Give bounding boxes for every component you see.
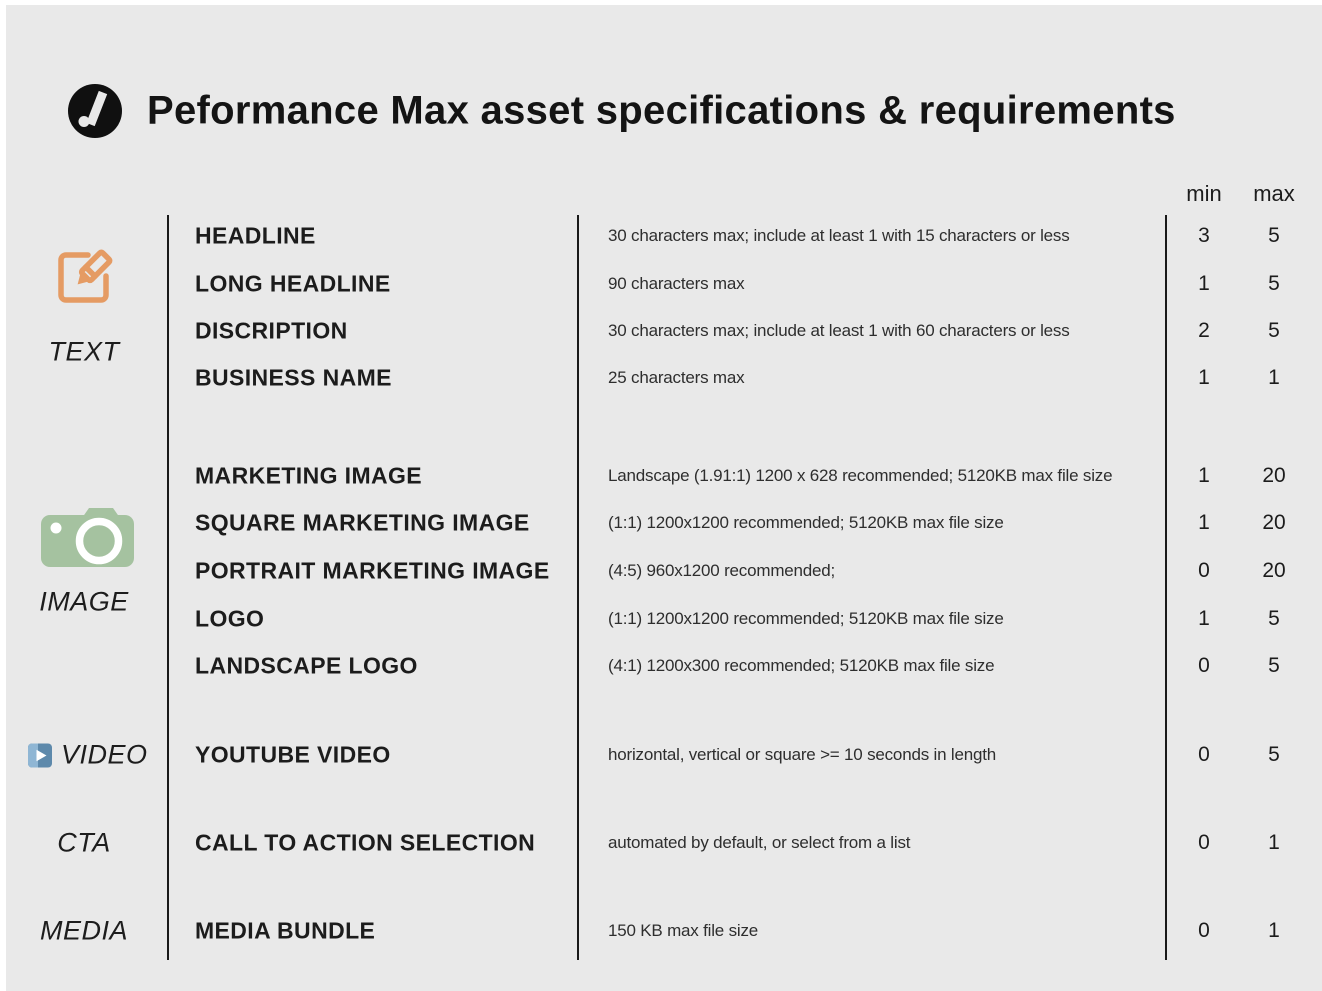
category-label-video: VIDEO — [61, 739, 148, 770]
page-title: Peformance Max asset specifications & re… — [147, 88, 1176, 133]
asset-max: 5 — [1268, 224, 1280, 247]
asset-min: 0 — [1198, 654, 1210, 677]
asset-name: SQUARE MARKETING IMAGE — [195, 509, 530, 536]
asset-name: CALL TO ACTION SELECTION — [195, 829, 536, 856]
column-header-min: min — [1186, 181, 1222, 206]
category-label-cta: CTA — [57, 827, 111, 858]
asset-name: LOGO — [195, 605, 265, 632]
asset-min: 3 — [1198, 224, 1210, 247]
asset-min: 1 — [1198, 366, 1210, 389]
asset-min: 0 — [1198, 559, 1210, 582]
asset-spec: 150 KB max file size — [608, 921, 759, 940]
asset-name: YOUTUBE VIDEO — [195, 741, 391, 768]
asset-max: 5 — [1268, 654, 1280, 677]
asset-min: 2 — [1198, 319, 1210, 342]
table-divider-middle — [577, 215, 579, 960]
play-icon — [28, 743, 52, 767]
asset-min: 1 — [1198, 464, 1210, 487]
asset-spec: 90 characters max — [608, 274, 745, 293]
asset-max: 5 — [1268, 272, 1280, 295]
asset-spec: Landscape (1.91:1) 1200 x 628 recommende… — [608, 466, 1113, 485]
asset-name: MARKETING IMAGE — [195, 462, 423, 489]
table-divider-left — [167, 215, 169, 960]
asset-spec: 30 characters max; include at least 1 wi… — [608, 226, 1070, 245]
asset-name: BUSINESS NAME — [195, 364, 392, 391]
asset-max: 20 — [1262, 559, 1286, 582]
asset-max: 5 — [1268, 743, 1280, 766]
column-header-max: max — [1253, 181, 1295, 206]
asset-name: HEADLINE — [195, 222, 316, 249]
category-video: VIDEO — [28, 740, 148, 771]
table-divider-right — [1165, 215, 1167, 960]
asset-min: 0 — [1198, 919, 1210, 942]
asset-spec: 30 characters max; include at least 1 wi… — [608, 321, 1070, 340]
asset-min: 1 — [1198, 272, 1210, 295]
pencil-square-icon — [52, 246, 116, 315]
left-white-edge — [0, 0, 6, 991]
asset-spec: (4:1) 1200x300 recommended; 5120KB max f… — [608, 656, 995, 675]
asset-max: 5 — [1268, 607, 1280, 630]
brand-slash-dot-logo-icon — [68, 84, 122, 138]
asset-max: 1 — [1268, 366, 1280, 389]
asset-name: PORTRAIT MARKETING IMAGE — [195, 557, 550, 584]
asset-max: 1 — [1268, 919, 1280, 942]
asset-spec: horizontal, vertical or square >= 10 sec… — [608, 745, 996, 764]
asset-spec: automated by default, or select from a l… — [608, 833, 911, 852]
asset-name: LONG HEADLINE — [195, 270, 391, 297]
category-label-media: MEDIA — [39, 915, 128, 946]
asset-min: 0 — [1198, 831, 1210, 854]
category-label-image: IMAGE — [39, 586, 129, 617]
asset-spec: 25 characters max — [608, 368, 745, 387]
asset-spec: (1:1) 1200x1200 recommended; 5120KB max … — [608, 513, 1004, 532]
category-label-text: TEXT — [48, 336, 120, 367]
asset-name: DISCRIPTION — [195, 317, 348, 344]
asset-max: 1 — [1268, 831, 1280, 854]
asset-min: 1 — [1198, 607, 1210, 630]
asset-max: 20 — [1262, 464, 1286, 487]
asset-name: LANDSCAPE LOGO — [195, 652, 418, 679]
asset-spec: (1:1) 1200x1200 recommended; 5120KB max … — [608, 609, 1004, 628]
camera-icon — [40, 506, 136, 573]
asset-min: 1 — [1198, 511, 1210, 534]
asset-min: 0 — [1198, 743, 1210, 766]
asset-name: MEDIA BUNDLE — [195, 917, 376, 944]
asset-spec: (4:5) 960x1200 recommended; — [608, 561, 836, 580]
asset-max: 5 — [1268, 319, 1280, 342]
top-white-edge — [0, 0, 1322, 5]
asset-max: 20 — [1262, 511, 1286, 534]
